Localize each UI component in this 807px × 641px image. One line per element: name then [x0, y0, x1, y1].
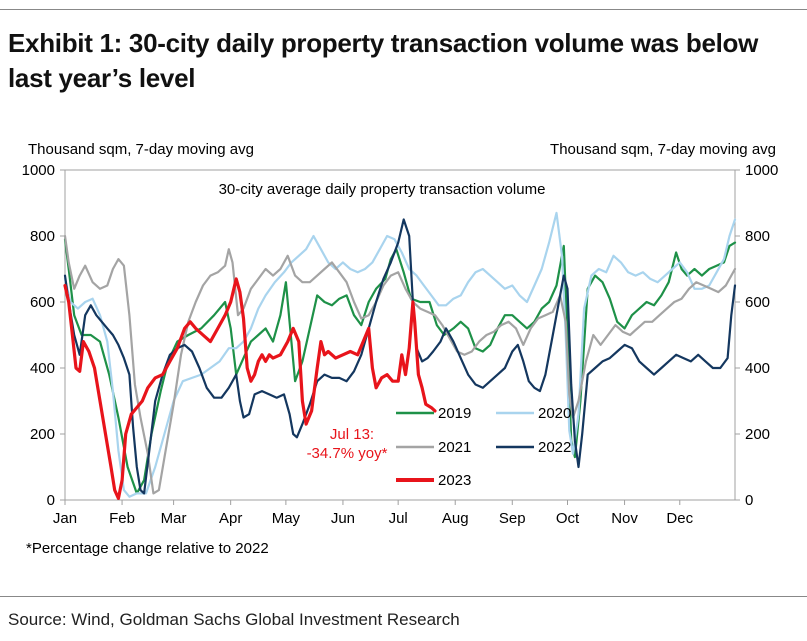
y-tick-label-right: 400 [745, 360, 770, 377]
y-tick-label-right: 0 [745, 492, 753, 509]
chart-inner-title: 30-city average daily property transacti… [219, 181, 546, 198]
y-tick-label-left: 0 [47, 492, 55, 509]
series-line-2022 [63, 218, 737, 495]
y-tick-label-left: 400 [30, 360, 55, 377]
x-tick-label-oct: Oct [556, 510, 580, 527]
transaction-volume-chart: Thousand sqm, 7-day moving avg Thousand … [22, 141, 779, 527]
x-tick-label-may: May [272, 510, 301, 527]
x-tick-label-nov: Nov [611, 510, 638, 527]
exhibit-title: Exhibit 1: 30-city daily property transa… [8, 28, 759, 93]
series-line-2020 [63, 211, 737, 498]
x-tick-label-jul: Jul [389, 510, 408, 527]
x-tick-label-apr: Apr [219, 510, 242, 527]
x-tick-label-aug: Aug [442, 510, 469, 527]
legend-label-2020: 2020 [538, 405, 571, 422]
legend-label-2019: 2019 [438, 405, 471, 422]
plot-area [64, 169, 736, 501]
series-line-2021 [63, 234, 737, 495]
legend-label-2022: 2022 [538, 439, 571, 456]
x-tick-label-feb: Feb [109, 510, 135, 527]
annotation-date: Jul 13: [330, 426, 374, 443]
x-tick-label-jan: Jan [53, 510, 77, 527]
y-tick-label-left: 1000 [22, 162, 55, 179]
x-tick-label-mar: Mar [161, 510, 187, 527]
series-layer [63, 211, 737, 500]
left-axis-unit-label: Thousand sqm, 7-day moving avg [28, 141, 254, 158]
bottom-rule [0, 596, 807, 597]
footnote: *Percentage change relative to 2022 [26, 540, 269, 557]
x-tick-label-sep: Sep [499, 510, 526, 527]
legend-label-2023: 2023 [438, 472, 471, 489]
x-axis-ticks: Jan Feb Mar Apr May Jun Jul Aug Sep Oct Nov Dec [53, 500, 694, 527]
x-tick-label-jun: Jun [331, 510, 355, 527]
chart-legend: 2019 2020 2021 2022 2023 [396, 405, 571, 489]
annotation-yoy-change: -34.7% yoy* [307, 445, 388, 462]
y-axis-ticks: 0 0 200 200 400 400 600 600 800 800 1000 1000 [22, 162, 779, 509]
x-tick-label-dec: Dec [666, 510, 693, 527]
series-line-2023 [63, 277, 437, 500]
y-tick-label-left: 800 [30, 228, 55, 245]
legend-label-2021: 2021 [438, 439, 471, 456]
y-tick-label-left: 200 [30, 426, 55, 443]
series-line-2019 [63, 238, 737, 495]
y-tick-label-right: 600 [745, 294, 770, 311]
source-note: Source: Wind, Goldman Sachs Global Inves… [8, 610, 460, 629]
right-axis-unit-label: Thousand sqm, 7-day moving avg [550, 141, 776, 158]
y-tick-label-left: 600 [30, 294, 55, 311]
y-tick-label-right: 200 [745, 426, 770, 443]
y-tick-label-right: 800 [745, 228, 770, 245]
y-tick-label-right: 1000 [745, 162, 778, 179]
top-rule [0, 9, 807, 10]
